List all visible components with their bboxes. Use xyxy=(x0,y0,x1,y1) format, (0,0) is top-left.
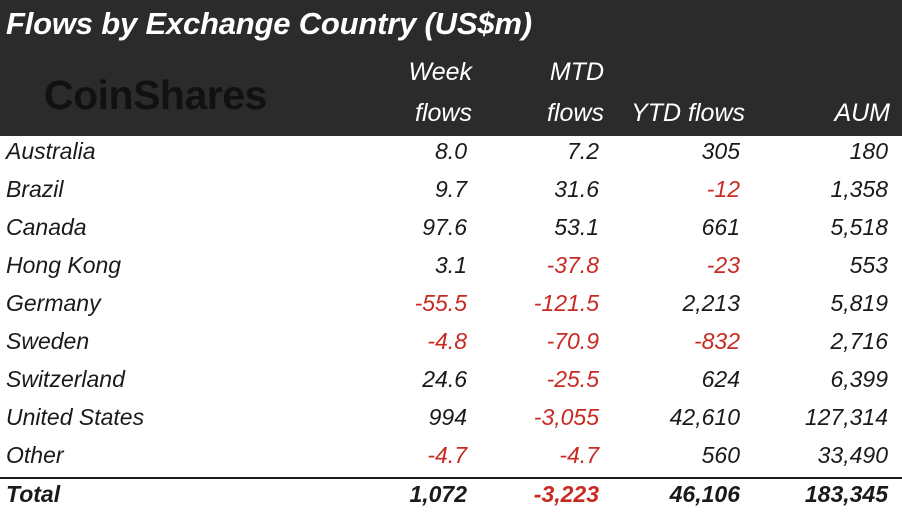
week-flow-value: 97.6 xyxy=(422,214,467,240)
week-header-line1: Week xyxy=(408,58,472,86)
mtd-flow-value: 31.6 xyxy=(554,176,599,202)
mtd-flow-value: -4.7 xyxy=(559,442,599,468)
total-ytd: 46,106 xyxy=(669,481,740,507)
aum-value: 5,518 xyxy=(830,214,888,240)
week-flow-value: -55.5 xyxy=(414,290,467,316)
ytd-flow-value: 2,213 xyxy=(682,290,740,316)
aum-value: 127,314 xyxy=(804,404,888,430)
ytd-flow-value: 661 xyxy=(701,214,740,240)
week-flow-value: 3.1 xyxy=(435,252,467,278)
country-name: Australia xyxy=(6,138,96,164)
mtd-header-line1: MTD xyxy=(549,58,604,86)
table-row: Germany -55.5 -121.5 2,213 5,819 xyxy=(0,288,902,326)
ytd-flow-value: 560 xyxy=(701,442,740,468)
table-row: Other -4.7 -4.7 560 33,490 xyxy=(0,440,902,478)
aum-value: 33,490 xyxy=(817,442,888,468)
country-name: Brazil xyxy=(6,176,64,202)
aum-header: AUM xyxy=(834,99,890,127)
week-flow-value: 8.0 xyxy=(435,138,467,164)
country-name: Hong Kong xyxy=(6,252,122,278)
week-flow-value: -4.7 xyxy=(427,442,467,468)
mtd-flow-value: -121.5 xyxy=(533,290,599,316)
table-row: Brazil 9.7 31.6 -12 1,358 xyxy=(0,174,902,212)
ytd-flow-value: -832 xyxy=(693,328,740,354)
country-name: Switzerland xyxy=(6,366,125,392)
mtd-flow-value: -25.5 xyxy=(546,366,599,392)
total-aum: 183,345 xyxy=(804,481,888,507)
total-row: Total 1,072 -3,223 46,106 183,345 xyxy=(0,479,902,514)
total-mtd: -3,223 xyxy=(533,481,599,507)
table-row: Sweden -4.8 -70.9 -832 2,716 xyxy=(0,326,902,364)
table-row: Canada 97.6 53.1 661 5,518 xyxy=(0,212,902,250)
aum-value: 2,716 xyxy=(830,328,888,354)
mtd-flow-value: -3,055 xyxy=(533,404,599,430)
table-row: Switzerland 24.6 -25.5 624 6,399 xyxy=(0,364,902,402)
ytd-flow-value: 305 xyxy=(701,138,740,164)
week-flow-value: -4.8 xyxy=(427,328,467,354)
mtd-flow-value: -70.9 xyxy=(546,328,599,354)
total-divider xyxy=(0,477,902,479)
aum-value: 1,358 xyxy=(830,176,888,202)
table-row: Australia 8.0 7.2 305 180 xyxy=(0,136,902,174)
ytd-flow-value: 624 xyxy=(701,366,740,392)
table-row: United States 994 -3,055 42,610 127,314 xyxy=(0,402,902,440)
coinshares-logo: CoinShares xyxy=(44,72,267,118)
week-flow-value: 24.6 xyxy=(422,366,467,392)
ytd-flow-value: -23 xyxy=(706,252,740,278)
country-name: Sweden xyxy=(6,328,90,354)
table-header: Flows by Exchange Country (US$m) CoinSha… xyxy=(0,0,902,136)
country-name: Canada xyxy=(6,214,87,240)
ytd-flow-value: -12 xyxy=(706,176,740,202)
ytd-flow-value: 42,610 xyxy=(669,404,740,430)
country-name: United States xyxy=(6,404,145,430)
week-flow-value: 9.7 xyxy=(435,176,467,202)
total-label: Total xyxy=(6,481,61,507)
aum-value: 180 xyxy=(849,138,888,164)
aum-value: 5,819 xyxy=(830,290,888,316)
mtd-flow-value: 53.1 xyxy=(554,214,599,240)
aum-value: 6,399 xyxy=(830,366,888,392)
aum-value: 553 xyxy=(849,252,888,278)
ytd-header: YTD flows xyxy=(631,99,745,127)
table-row: Hong Kong 3.1 -37.8 -23 553 xyxy=(0,250,902,288)
total-week: 1,072 xyxy=(409,481,467,507)
mtd-flow-value: -37.8 xyxy=(546,252,599,278)
chart-title: Flows by Exchange Country (US$m) xyxy=(6,6,532,41)
week-flow-value: 994 xyxy=(428,404,467,430)
country-name: Other xyxy=(6,442,64,468)
mtd-header-line2: flows xyxy=(547,99,604,127)
week-header-line2: flows xyxy=(415,99,472,127)
country-name: Germany xyxy=(6,290,101,316)
mtd-flow-value: 7.2 xyxy=(567,138,599,164)
